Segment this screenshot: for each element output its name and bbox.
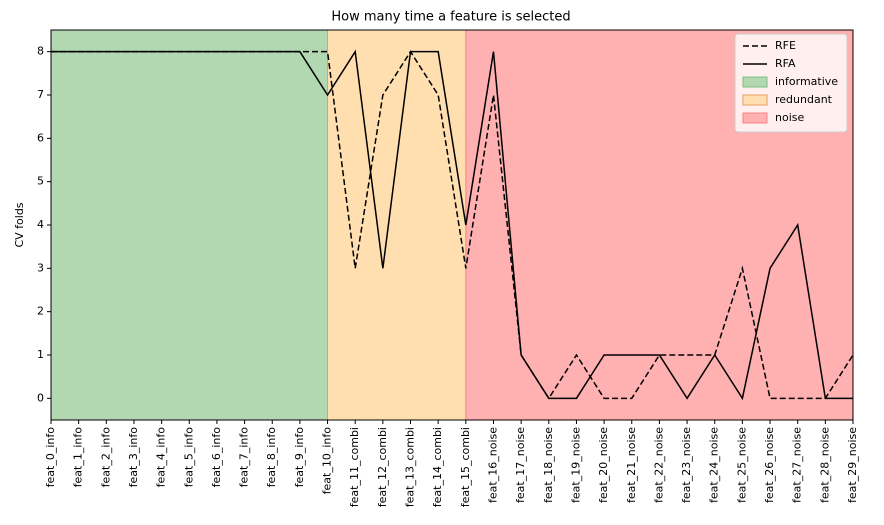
x-tick-label: feat_9_info — [293, 427, 306, 488]
y-tick-label: 3 — [37, 261, 44, 274]
legend-label: informative — [775, 75, 838, 88]
x-tick-label: feat_16_noise — [486, 427, 499, 503]
y-tick-label: 2 — [37, 305, 44, 318]
x-tick-label: feat_6_info — [210, 427, 223, 488]
x-tick-label: feat_2_info — [99, 427, 112, 488]
x-tick-label: feat_20_noise — [597, 427, 610, 503]
x-tick-label: feat_15_combi — [459, 427, 472, 507]
y-tick-label: 6 — [37, 131, 44, 144]
span-region — [327, 30, 466, 420]
legend-box — [734, 33, 848, 133]
x-tick-label: feat_22_noise — [652, 427, 665, 503]
plot-frame — [50, 29, 854, 421]
x-tick-label: feat_24_noise — [708, 427, 721, 503]
x-tick-label: feat_19_noise — [569, 427, 582, 503]
x-tick-label: feat_13_combi — [404, 427, 417, 507]
legend-label: RFA — [775, 57, 796, 70]
legend-patch — [742, 76, 768, 88]
x-tick-label: feat_14_combi — [431, 427, 444, 507]
legend-label: noise — [775, 111, 804, 124]
span-region — [51, 30, 328, 420]
chart-title: How many time a feature is selected — [331, 10, 570, 25]
legend-patch — [742, 94, 768, 106]
x-tick-label: feat_18_noise — [542, 427, 555, 503]
x-tick-label: feat_23_noise — [680, 427, 693, 503]
x-tick-label: feat_21_noise — [625, 427, 638, 503]
y-tick-label: 4 — [37, 218, 44, 231]
x-tick-label: feat_26_noise — [763, 427, 776, 503]
y-tick-label: 8 — [37, 45, 44, 58]
series-line — [51, 49, 853, 401]
x-tick-label: feat_4_info — [155, 427, 168, 488]
legend-label: RFE — [775, 39, 796, 52]
x-tick-label: feat_8_info — [265, 427, 278, 488]
y-tick-label: 1 — [37, 348, 44, 361]
x-tick-label: feat_3_info — [127, 427, 140, 488]
x-tick-label: feat_5_info — [182, 427, 195, 488]
x-tick-label: feat_10_info — [321, 427, 334, 495]
y-tick-label: 0 — [37, 391, 44, 404]
x-tick-label: feat_27_noise — [791, 427, 804, 503]
x-tick-label: feat_12_combi — [376, 427, 389, 507]
x-tick-label: feat_11_combi — [348, 427, 361, 507]
x-tick-label: feat_25_noise — [735, 427, 748, 503]
y-axis-label: CV folds — [13, 202, 26, 247]
legend-label: redundant — [775, 93, 833, 106]
x-tick-label: feat_17_noise — [514, 427, 527, 503]
x-tick-label: feat_7_info — [238, 427, 251, 488]
legend-patch — [742, 112, 768, 124]
x-tick-label: feat_28_noise — [818, 427, 831, 503]
x-tick-label: feat_29_noise — [846, 427, 859, 503]
y-tick-label: 5 — [37, 175, 44, 188]
x-tick-label: feat_1_info — [72, 427, 85, 488]
x-tick-label: feat_0_info — [44, 427, 57, 488]
y-tick-label: 7 — [37, 88, 44, 101]
